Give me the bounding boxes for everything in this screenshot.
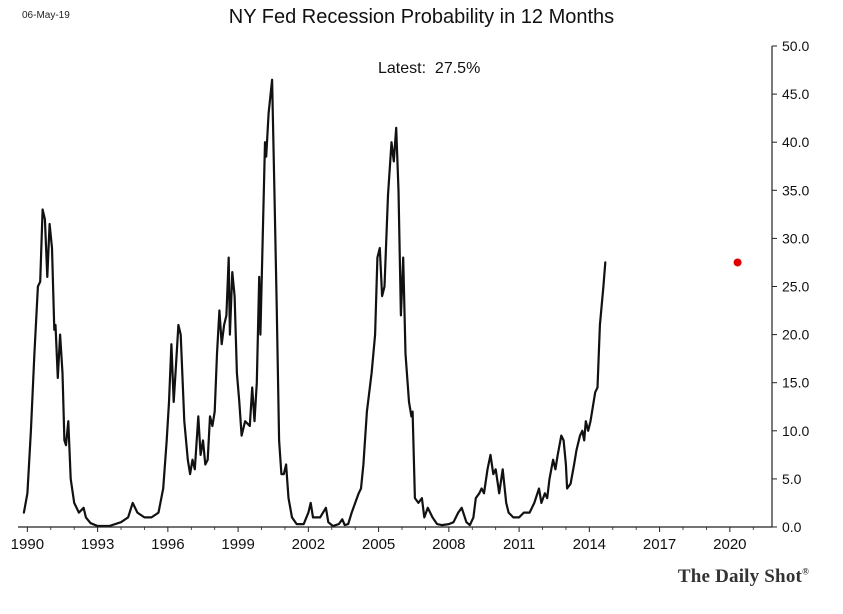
y-tick-label: 30.0: [782, 230, 809, 246]
line-layer: [22, 78, 742, 528]
x-tick-label: 2011: [503, 536, 535, 553]
y-tick-label: 50.0: [782, 38, 809, 54]
y-tick-label: 5.0: [782, 471, 802, 487]
latest-annotation: Latest: 27.5%: [378, 60, 480, 78]
x-tick-label: 2020: [713, 536, 746, 553]
x-tick-label: 1999: [221, 536, 254, 553]
y-tick-label: 40.0: [782, 134, 809, 150]
y-tick-label: 35.0: [782, 182, 809, 198]
brand-logo: The Daily Shot®: [678, 566, 809, 588]
x-tick-label: 1996: [151, 536, 184, 553]
brand-name: The Daily Shot: [677, 566, 803, 587]
x-tick-label: 1990: [11, 536, 44, 553]
y-tick-label: 25.0: [782, 279, 809, 295]
x-tick-label: 2002: [292, 536, 325, 553]
x-tick-label: 2017: [643, 536, 676, 553]
y-tick-label: 10.0: [782, 423, 809, 439]
brand-mark: ®: [802, 566, 809, 577]
y-tick-label: 15.0: [782, 375, 809, 391]
x-tick-label: 2008: [432, 536, 465, 553]
latest-value: 27.5%: [434, 60, 481, 77]
y-tick-label: 20.0: [782, 327, 809, 343]
chart-title: NY Fed Recession Probability in 12 Month…: [228, 6, 615, 28]
x-tick-label: 2005: [362, 536, 395, 553]
y-tick-label: 0.0: [782, 519, 802, 535]
date-stamp: 06-May-19: [22, 10, 70, 21]
axis-layer: 1990 1993 1996 1999 2002 2005 2008 2011 2014 2017…: [11, 38, 810, 553]
x-tick-label: 2014: [573, 536, 606, 553]
x-tick-label: 1993: [81, 536, 114, 553]
latest-label: Latest:: [378, 60, 427, 77]
latest-marker: [733, 258, 742, 267]
series-line: [22, 78, 607, 528]
y-tick-label: 45.0: [782, 86, 809, 102]
